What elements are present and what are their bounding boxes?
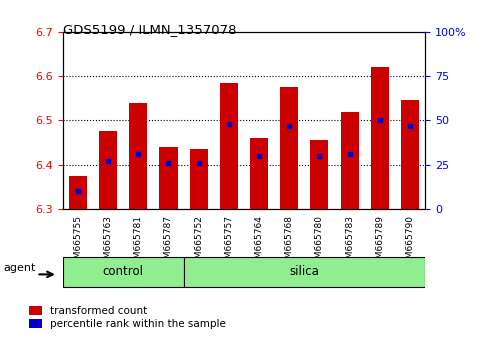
Bar — [63, 257, 184, 287]
Text: control: control — [103, 265, 143, 278]
Bar — [401, 101, 419, 209]
Bar — [129, 103, 147, 209]
Text: GDS5199 / ILMN_1357078: GDS5199 / ILMN_1357078 — [63, 23, 236, 36]
Bar — [280, 87, 298, 209]
Bar — [159, 147, 178, 209]
Bar — [69, 176, 87, 209]
Bar — [184, 257, 425, 287]
Legend: transformed count, percentile rank within the sample: transformed count, percentile rank withi… — [29, 306, 226, 329]
Text: silica: silica — [289, 265, 319, 278]
Bar — [341, 112, 358, 209]
Bar — [371, 67, 389, 209]
Bar — [311, 140, 328, 209]
Bar — [220, 83, 238, 209]
Text: agent: agent — [3, 263, 36, 273]
Bar — [99, 131, 117, 209]
Bar — [189, 149, 208, 209]
Bar — [250, 138, 268, 209]
